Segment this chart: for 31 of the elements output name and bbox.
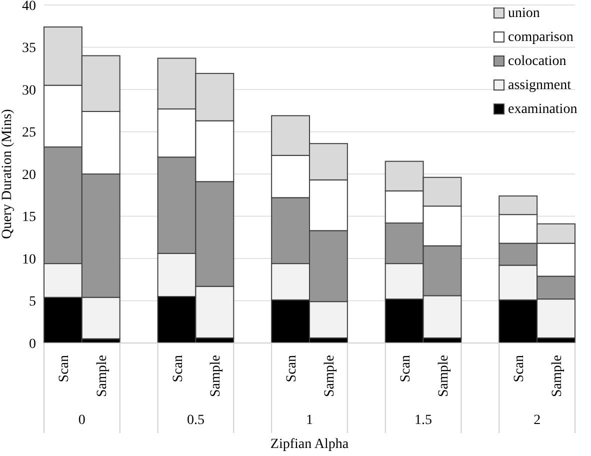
x-tick-label: Scan xyxy=(398,355,414,382)
y-tick-label: 30 xyxy=(22,83,36,98)
x-tick-label: Scan xyxy=(512,355,528,382)
x-tick-label: Sample xyxy=(208,355,224,397)
y-tick-label: 10 xyxy=(22,252,36,268)
x-tick-label: Sample xyxy=(550,355,566,397)
legend-label: colocation xyxy=(508,54,566,69)
legend-label: union xyxy=(508,6,540,21)
x-tick-label: Scan xyxy=(284,355,300,382)
legend-label: examination xyxy=(508,102,578,117)
text: 0 xyxy=(78,413,86,428)
legend-label: assignment xyxy=(508,78,572,93)
y-tick-label: 35 xyxy=(22,41,36,56)
x-tick-label: Sample xyxy=(322,355,338,397)
text: 2 xyxy=(534,413,541,428)
y-tick-label: 0 xyxy=(29,336,36,352)
y-tick-label: 5 xyxy=(29,294,36,310)
x-axis-title: Zipfian Alpha xyxy=(270,437,350,452)
y-tick-label: 25 xyxy=(22,126,36,141)
text: 0.5 xyxy=(186,413,204,428)
text: 1 xyxy=(306,413,313,428)
y-tick-label: 40 xyxy=(22,0,36,14)
x-tick-label: Scan xyxy=(170,355,186,382)
y-axis-title: Query Duration (Mins) xyxy=(0,108,15,239)
x-tick-label: Sample xyxy=(94,355,110,397)
legend-label: comparison xyxy=(508,30,574,45)
x-tick-label: Sample xyxy=(436,355,452,397)
y-tick-label: 20 xyxy=(22,168,36,183)
x-tick-label: Scan xyxy=(56,355,72,382)
text: 1.5 xyxy=(414,413,432,428)
y-tick-label: 15 xyxy=(22,210,36,226)
